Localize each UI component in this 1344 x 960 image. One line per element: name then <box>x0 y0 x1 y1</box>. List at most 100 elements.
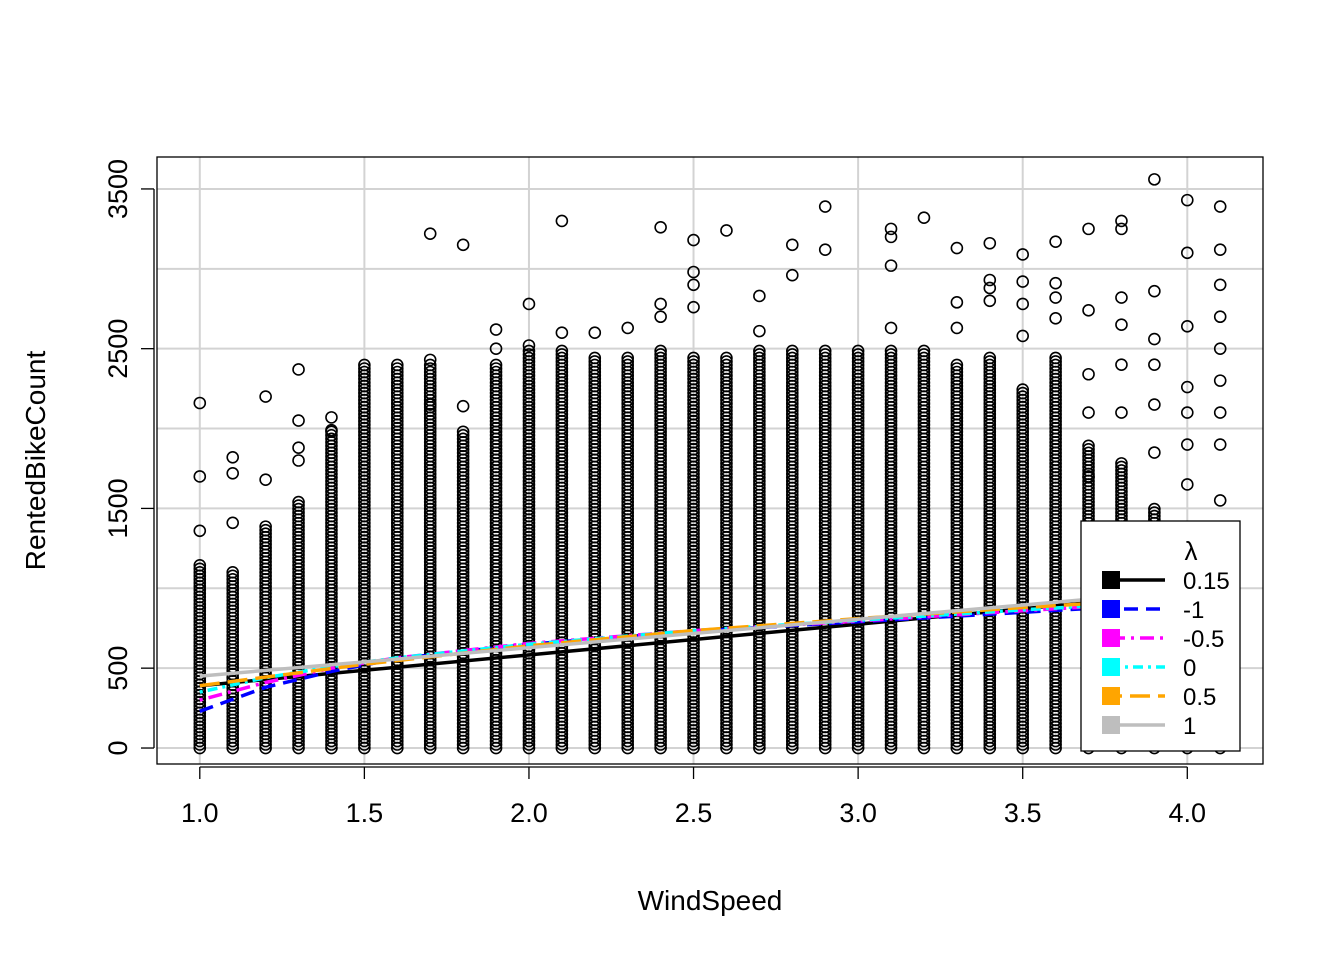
data-point <box>1115 406 1128 419</box>
data-point <box>522 348 536 361</box>
legend-title: λ <box>1185 536 1198 566</box>
x-tick-label: 3.0 <box>839 798 877 828</box>
data-point <box>1148 358 1161 371</box>
data-point <box>1148 502 1161 516</box>
data-point <box>884 344 898 358</box>
data-point <box>259 390 272 403</box>
data-point <box>621 351 635 365</box>
plot-frame <box>156 156 1264 765</box>
data-point <box>884 351 898 365</box>
data-point <box>325 411 338 424</box>
x-tick-label: 2.5 <box>675 798 713 828</box>
legend-swatch-0 <box>1102 658 1120 676</box>
data-point <box>292 454 305 467</box>
data-point <box>753 289 766 303</box>
legend-label: -1 <box>1183 597 1204 624</box>
data-point <box>1082 443 1095 456</box>
data-point <box>818 344 832 358</box>
data-point <box>259 473 272 486</box>
data-point <box>851 351 865 365</box>
data-point <box>456 432 470 446</box>
data-point <box>1082 470 1095 483</box>
data-point <box>456 399 470 413</box>
data-point <box>654 297 667 311</box>
data-point <box>785 268 799 282</box>
data-point <box>555 348 569 361</box>
data-point <box>259 527 272 540</box>
data-point <box>358 362 371 375</box>
data-point <box>1115 222 1128 236</box>
legend-label: 1 <box>1183 713 1196 740</box>
data-point <box>226 451 240 464</box>
data-point <box>1180 380 1194 394</box>
data-point <box>325 423 338 437</box>
data-point <box>555 351 569 365</box>
data-point <box>325 428 338 442</box>
data-point <box>226 516 240 530</box>
legend-label: 0 <box>1183 655 1196 682</box>
data-point <box>950 241 964 255</box>
x-tick-label: 2.0 <box>510 798 548 828</box>
data-point <box>687 265 700 279</box>
data-point <box>983 355 997 368</box>
y-tick-label: 1500 <box>103 478 133 538</box>
data-point <box>687 300 700 314</box>
data-point <box>423 365 437 379</box>
data-point <box>555 214 569 228</box>
data-point <box>325 432 338 446</box>
axes: 1.0 1.5 2.0 2.5 3.0 3.5 4.0 0 500 1500 2500 3500 <box>103 159 1206 828</box>
data-point <box>1148 332 1161 346</box>
legend-swatch--0.5 <box>1102 629 1120 647</box>
data-point <box>423 398 437 411</box>
data-point <box>917 351 931 365</box>
legend-swatch-1 <box>1102 716 1120 734</box>
legend-label: 0.15 <box>1183 568 1230 595</box>
data-point <box>1213 278 1227 292</box>
data-point <box>1082 367 1095 381</box>
data-point <box>785 351 799 365</box>
data-point <box>884 230 898 244</box>
data-point <box>1049 358 1062 372</box>
data-point <box>917 344 931 358</box>
data-point <box>1049 276 1062 290</box>
data-point <box>555 326 569 340</box>
data-point <box>621 358 635 372</box>
legend-swatch--1 <box>1102 600 1120 618</box>
y-tick-label: 2500 <box>103 319 133 379</box>
y-tick-label: 0 <box>103 741 133 756</box>
data-point <box>687 278 700 292</box>
data-point <box>1180 193 1194 207</box>
data-point <box>1148 446 1161 459</box>
data-point <box>1049 312 1062 325</box>
data-point <box>226 573 240 586</box>
data-point <box>292 502 305 516</box>
data-point <box>226 466 240 480</box>
data-point <box>1049 355 1062 368</box>
data-point <box>1148 173 1161 186</box>
data-point <box>390 362 404 375</box>
legend-label: -0.5 <box>1183 626 1224 653</box>
data-point <box>1016 248 1030 261</box>
data-point <box>884 321 898 335</box>
data-point <box>1082 446 1095 460</box>
data-point <box>1213 406 1227 419</box>
data-point <box>851 344 865 358</box>
data-point <box>226 566 240 579</box>
data-point <box>522 339 536 352</box>
data-point <box>588 351 602 365</box>
data-point <box>818 243 832 256</box>
data-point <box>1213 374 1227 387</box>
data-point <box>193 524 207 538</box>
data-point <box>358 358 371 372</box>
data-point <box>654 348 667 361</box>
data-point <box>1049 291 1062 304</box>
data-point <box>720 358 733 372</box>
data-point <box>1115 214 1128 228</box>
data-point <box>753 324 766 338</box>
data-point <box>489 362 503 375</box>
data-point <box>950 296 964 309</box>
data-point <box>1115 457 1128 470</box>
x-tick-label: 1.5 <box>346 798 384 828</box>
data-point <box>687 351 700 365</box>
